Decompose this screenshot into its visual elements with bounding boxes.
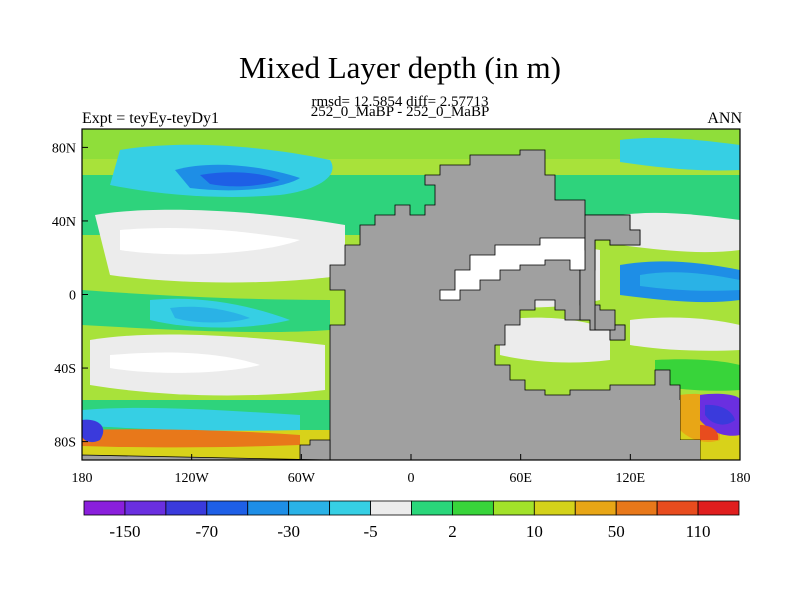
- x-tick-label: 180: [730, 471, 751, 486]
- land-south-east: [640, 400, 700, 460]
- colorbar-label: 10: [526, 522, 543, 541]
- land-east-arm: [579, 214, 641, 341]
- colorbar-swatch: [574, 500, 617, 516]
- y-tick-label: 80S: [54, 436, 76, 451]
- season-label: ANN: [707, 110, 742, 127]
- colorbar-swatch: [329, 500, 371, 516]
- colorbar-label: -150: [109, 522, 140, 541]
- colorbar-swatch: [370, 500, 412, 516]
- subtitle: 252_0_MaBP - 252_0_MaBP: [310, 104, 490, 120]
- colorbar-swatch: [452, 500, 494, 516]
- colorbar-swatch: [492, 500, 535, 516]
- colorbar-swatch: [533, 500, 576, 516]
- map-title: Mixed Layer depth (in m): [239, 50, 561, 85]
- y-tick-label: 80N: [52, 141, 76, 156]
- colorbar-label: -30: [277, 522, 300, 541]
- colorbar-labels: -150 -70 -30 -5 2 10 50 110: [109, 522, 710, 541]
- colorbar-swatch: [656, 500, 699, 516]
- colorbar-swatch: [288, 500, 331, 516]
- colorbar-swatch: [206, 500, 249, 516]
- stats-line: rmsd= 12.5854 diff= 2.57713: [311, 94, 489, 110]
- colorbar-swatch: [247, 500, 290, 516]
- colorbar-label: -5: [363, 522, 377, 541]
- x-tick-label: 120W: [175, 471, 210, 486]
- y-tick-label: 40S: [54, 362, 76, 377]
- y-tick-label: 40N: [52, 215, 76, 230]
- axis-ticks: [81, 146, 741, 460]
- x-tick-label: 0: [408, 471, 415, 486]
- x-tick-label: 60E: [509, 471, 532, 486]
- x-tick-label: 60W: [288, 471, 316, 486]
- colorbar-swatch: [697, 500, 740, 516]
- colorbar-swatch: [124, 500, 167, 516]
- colorbar-swatch: [165, 500, 208, 516]
- colorbar-label: 110: [686, 522, 711, 541]
- colorbar-label: -70: [195, 522, 218, 541]
- x-tick-label: 180: [72, 471, 93, 486]
- colorbar-swatch: [411, 500, 453, 516]
- experiment-label: Expt = teyEy-teyDy1: [82, 110, 219, 127]
- colorbar-swatch: [83, 500, 126, 516]
- axis-tick-labels: 180 120W 60W 0 60E 120E 180 80N 40N 0 40S 80S: [52, 141, 751, 486]
- colorbar-label: 50: [608, 522, 625, 541]
- colorbar: [83, 500, 740, 516]
- x-tick-label: 120E: [616, 471, 646, 486]
- colorbar-swatch: [615, 500, 658, 516]
- colorbar-label: 2: [448, 522, 457, 541]
- y-tick-label: 0: [69, 289, 76, 304]
